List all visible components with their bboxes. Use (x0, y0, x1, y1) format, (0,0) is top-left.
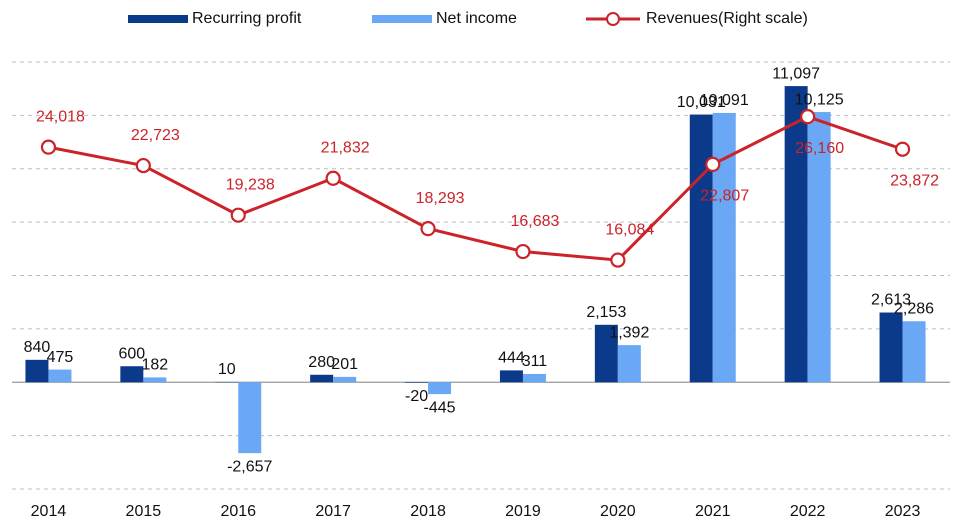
bar-value-label: 10 (218, 361, 236, 378)
bar (784, 86, 808, 383)
bar-value-label: 1,392 (609, 324, 649, 341)
revenue-marker (230, 207, 246, 223)
revenue-marker (325, 170, 341, 186)
legend-label: Revenues(Right scale) (646, 10, 808, 27)
bar-value-label: 311 (522, 353, 548, 370)
bar-value-label: 11,097 (772, 65, 820, 82)
x-tick-label: 2018 (410, 503, 446, 520)
revenue-value-label: 23,872 (890, 172, 939, 189)
revenue-value-label: 24,018 (36, 108, 85, 125)
bar (689, 114, 713, 383)
bar (522, 373, 546, 383)
bar (120, 366, 144, 383)
bar-value-label: 10,091 (700, 92, 749, 109)
bar (594, 324, 618, 383)
bar-value-label: 475 (47, 349, 74, 366)
x-tick-label: 2020 (600, 503, 636, 520)
revenue-value-label: 16,683 (510, 213, 559, 230)
revenue-marker (420, 221, 436, 237)
revenue-value-label: 26,160 (795, 140, 844, 157)
bar (405, 382, 429, 383)
bar (617, 345, 641, 383)
revenue-value-label: 21,832 (321, 139, 370, 156)
bar-value-label: -2,657 (227, 458, 272, 475)
bar (333, 376, 357, 383)
bar (143, 377, 167, 383)
bar (807, 112, 831, 383)
bar (712, 112, 736, 383)
bar-value-label: 2,153 (586, 304, 626, 321)
bar (238, 382, 262, 454)
x-tick-label: 2023 (885, 503, 921, 520)
revenue-value-label: 16,084 (605, 221, 654, 238)
legend-swatch (372, 15, 432, 23)
legend-label: Recurring profit (192, 10, 302, 27)
revenue-marker (894, 141, 911, 157)
bar-value-label: 280 (308, 354, 335, 371)
bar-value-label: 201 (331, 356, 358, 373)
bar (879, 312, 903, 383)
x-tick-label: 2016 (220, 503, 256, 520)
bar (902, 321, 926, 383)
bar (25, 359, 49, 383)
bar-value-label: -445 (424, 399, 456, 416)
bar-value-label: 840 (24, 339, 51, 356)
x-tick-label: 2022 (790, 503, 826, 520)
revenue-value-label: 19,238 (226, 176, 275, 193)
x-tick-label: 2017 (315, 503, 351, 520)
revenue-marker (135, 157, 151, 174)
revenue-marker (800, 109, 816, 125)
bar (48, 369, 72, 383)
bar-value-label: -20 (405, 388, 428, 405)
bar-value-label: 444 (498, 350, 525, 367)
bar-value-label: 2,286 (894, 300, 934, 317)
legend-label: Net income (436, 10, 517, 27)
bar (428, 382, 452, 395)
bar (310, 374, 334, 383)
revenue-value-label: 22,723 (131, 127, 180, 144)
x-tick-label: 2014 (31, 503, 67, 520)
x-tick-label: 2021 (695, 503, 731, 520)
bar-value-label: 2,613 (871, 292, 911, 309)
bar-value-label: 600 (118, 345, 145, 362)
x-tick-label: 2019 (505, 503, 541, 520)
bar-value-label: 10,031 (677, 94, 726, 111)
revenue-marker (515, 243, 531, 260)
revenue-value-label: 22,807 (700, 188, 749, 205)
revenue-marker (610, 252, 626, 268)
legend-swatch (128, 15, 188, 23)
revenue-value-label: 18,293 (416, 190, 465, 207)
legend-marker (606, 12, 620, 26)
x-tick-label: 2015 (126, 503, 162, 520)
revenue-marker (705, 156, 721, 172)
revenue-marker (40, 139, 57, 155)
bar (499, 370, 523, 383)
bar-value-label: 10,125 (795, 91, 844, 108)
bar-value-label: 182 (141, 357, 168, 374)
revenue-line (48, 115, 904, 262)
